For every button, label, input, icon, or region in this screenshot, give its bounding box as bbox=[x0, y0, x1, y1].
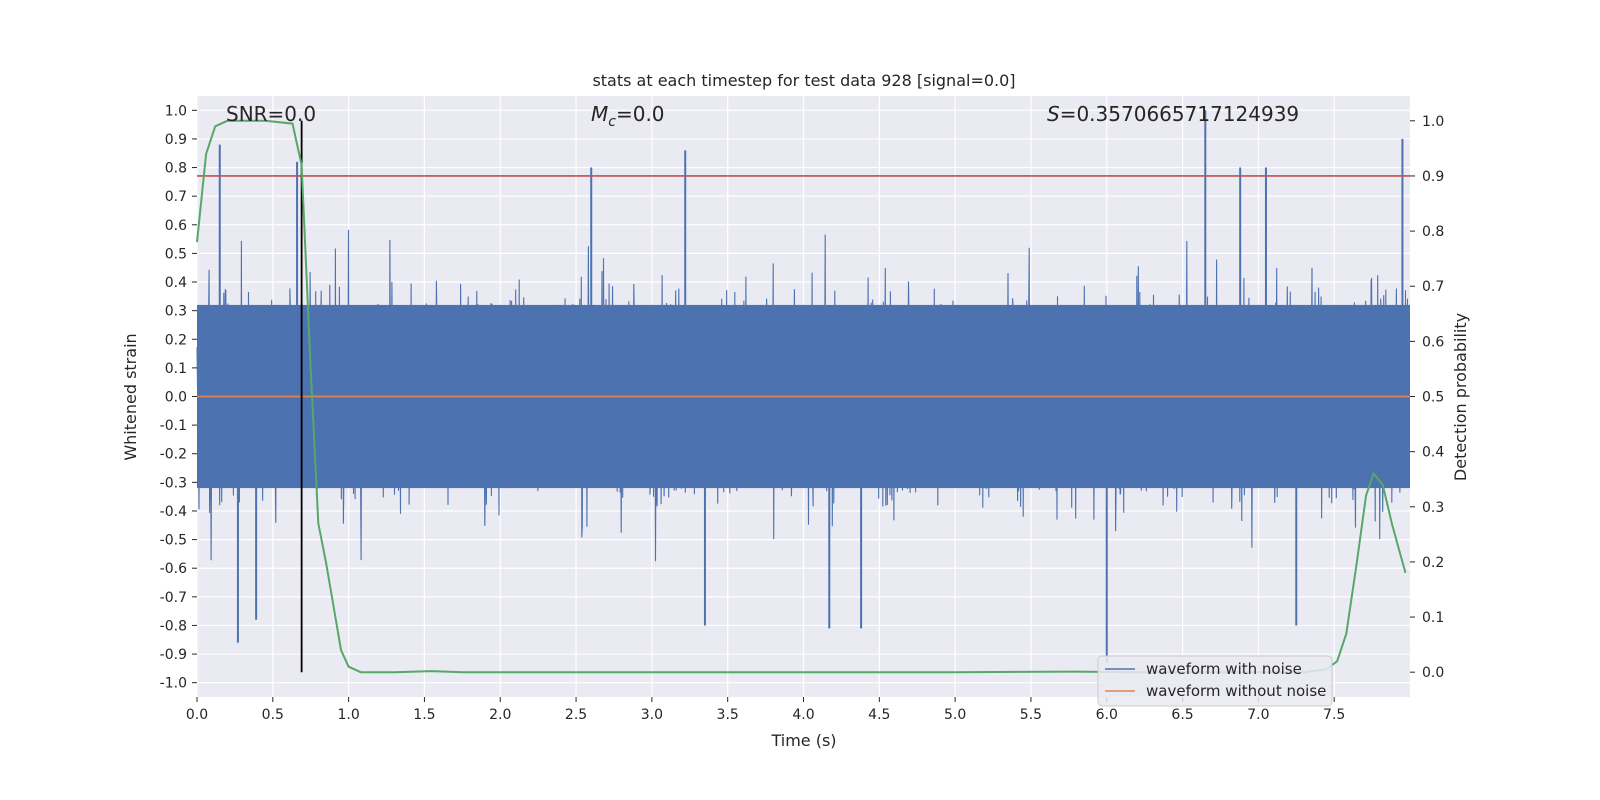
x-axis-ticks: 0.0 0.5 1.0 1.5 2.0 2.5 3.0 3.5 4.0 4.5 5.0 5.5 6.0 6… bbox=[186, 697, 1345, 723]
x-tick-label: 3.0 bbox=[641, 707, 663, 723]
y-left-tick-label: 0.6 bbox=[165, 218, 187, 234]
y-left-tick-label: 0.1 bbox=[165, 361, 187, 377]
y-right-tick-label: 0.0 bbox=[1422, 665, 1444, 681]
y-left-tick-label: 0.3 bbox=[165, 304, 187, 320]
y-right-tick-label: 1.0 bbox=[1422, 114, 1444, 130]
chart-title: stats at each timestep for test data 928… bbox=[592, 71, 1015, 90]
y-left-tick-label: -1.0 bbox=[160, 676, 187, 692]
x-tick-label: 0.5 bbox=[262, 707, 284, 723]
y-left-tick-label: 0.8 bbox=[165, 161, 187, 177]
y-left-tick-label: -0.7 bbox=[160, 590, 187, 606]
y-left-tick-label: -0.8 bbox=[160, 618, 187, 634]
y-right-tick-label: 0.9 bbox=[1422, 169, 1444, 185]
x-tick-label: 0.0 bbox=[186, 707, 208, 723]
y-right-tick-label: 0.8 bbox=[1422, 224, 1444, 240]
x-tick-label: 7.0 bbox=[1247, 707, 1269, 723]
y-left-tick-label: -0.6 bbox=[160, 561, 187, 577]
x-tick-label: 5.5 bbox=[1020, 707, 1042, 723]
x-tick-label: 4.5 bbox=[868, 707, 890, 723]
y-left-tick-label: -0.2 bbox=[160, 447, 187, 463]
x-tick-label: 1.0 bbox=[337, 707, 359, 723]
y-left-tick-label: -0.4 bbox=[160, 504, 187, 520]
y-right-axis-ticks: 1.0 0.9 0.8 0.7 0.6 0.5 0.4 0.3 0.2 0.1 0.0 bbox=[1410, 114, 1444, 681]
legend: waveform with noise waveform without noi… bbox=[1097, 655, 1333, 707]
y-left-tick-label: 0.0 bbox=[165, 390, 187, 406]
y-left-tick-label: 0.4 bbox=[165, 275, 187, 291]
x-tick-label: 2.0 bbox=[489, 707, 511, 723]
series-lines bbox=[196, 119, 1410, 674]
x-tick-label: 5.0 bbox=[944, 707, 966, 723]
y-right-tick-label: 0.3 bbox=[1422, 500, 1444, 516]
y-left-tick-label: 0.9 bbox=[165, 132, 187, 148]
y-right-tick-label: 0.7 bbox=[1422, 279, 1444, 295]
y-left-axis-ticks: 1.0 0.9 0.8 0.7 0.6 0.5 0.4 0.3 0.2 0.1 0.0 -0.1 -0.… bbox=[160, 103, 197, 692]
y-left-tick-label: -0.3 bbox=[160, 475, 187, 491]
x-tick-label: 6.0 bbox=[1096, 707, 1118, 723]
y-left-tick-label: -0.9 bbox=[160, 647, 187, 663]
x-tick-label: 3.5 bbox=[717, 707, 739, 723]
s-annotation: S=0.3570665717124939 bbox=[1047, 102, 1299, 126]
detection-probability-line bbox=[196, 119, 1407, 674]
y-right-tick-label: 0.1 bbox=[1422, 610, 1444, 626]
x-tick-label: 1.5 bbox=[413, 707, 435, 723]
y-right-axis-label: Detection probability bbox=[1451, 313, 1470, 481]
y-right-tick-label: 0.6 bbox=[1422, 334, 1444, 350]
mc-symbol: M bbox=[591, 102, 608, 126]
y-left-tick-label: -0.1 bbox=[160, 418, 187, 434]
y-left-tick-label: 1.0 bbox=[165, 103, 187, 119]
s-value: =0.3570665717124939 bbox=[1060, 102, 1299, 126]
mc-annotation: Mc=0.0 bbox=[591, 102, 665, 130]
y-left-tick-label: -0.5 bbox=[160, 533, 187, 549]
snr-annotation: SNR=0.0 bbox=[226, 102, 316, 126]
y-left-axis-label: Whitened strain bbox=[121, 333, 140, 460]
x-tick-label: 6.5 bbox=[1171, 707, 1193, 723]
y-right-tick-label: 0.2 bbox=[1422, 555, 1444, 571]
y-left-tick-label: 0.2 bbox=[165, 332, 187, 348]
s-symbol: S bbox=[1047, 102, 1060, 126]
legend-box bbox=[1097, 655, 1333, 707]
mc-value: =0.0 bbox=[616, 102, 665, 126]
y-right-tick-label: 0.5 bbox=[1422, 390, 1444, 406]
x-tick-label: 4.0 bbox=[792, 707, 814, 723]
mc-subscript: c bbox=[608, 114, 616, 130]
x-tick-label: 2.5 bbox=[565, 707, 587, 723]
x-axis-label: Time (s) bbox=[770, 731, 836, 750]
y-right-tick-label: 0.4 bbox=[1422, 445, 1444, 461]
legend-label-noise: waveform with noise bbox=[1146, 660, 1302, 678]
x-tick-label: 7.5 bbox=[1323, 707, 1345, 723]
legend-label-clean: waveform without noise bbox=[1146, 682, 1326, 700]
y-left-tick-label: 0.7 bbox=[165, 189, 187, 205]
y-left-tick-label: 0.5 bbox=[165, 246, 187, 262]
